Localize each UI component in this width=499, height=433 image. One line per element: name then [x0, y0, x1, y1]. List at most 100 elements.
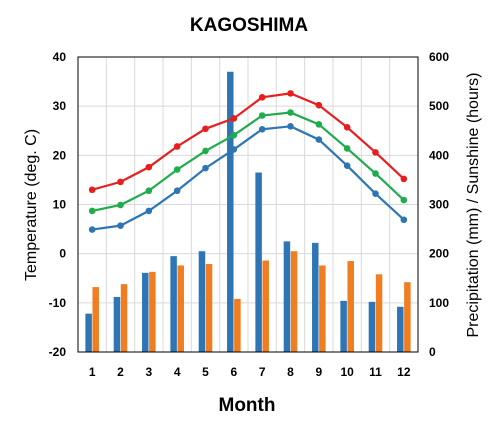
- bar-series-2-month-12: [404, 282, 411, 352]
- line-series-1-point-month-6: [230, 115, 238, 122]
- plot-area-frame: [77, 56, 419, 353]
- left-tick-label: 20: [53, 148, 67, 162]
- left-tick-label: 0: [59, 247, 66, 261]
- line-series-2-point-month-3: [145, 187, 153, 195]
- gridlines: [78, 57, 418, 352]
- line-series-1-point-month-1: [88, 186, 96, 194]
- x-tick-label: 6: [230, 365, 237, 379]
- left-tick-label: -10: [49, 296, 67, 310]
- right-tick-label: 300: [429, 198, 449, 212]
- right-axis-ticks: 0 100 200 300 400 500 600: [429, 50, 449, 359]
- bar-series-2-month-5: [205, 263, 213, 352]
- line-series-1: [91, 92, 405, 191]
- line-series-3-point-month-9: [315, 136, 323, 143]
- line-series-3-point-month-12: [400, 216, 408, 224]
- right-tick-label: 400: [429, 148, 449, 162]
- left-axis-ticks: -20 -10 0 10 20 30 40: [49, 50, 67, 359]
- x-axis-ticks: 1 2 3 4 5 6 7 8 9 10 11 12: [89, 365, 411, 379]
- bar-series-2-month-1: [92, 287, 99, 352]
- line-series-1-point-month-4: [173, 143, 181, 150]
- line-series-2-point-month-12: [400, 196, 408, 204]
- line-series-2-point-month-8: [287, 109, 294, 116]
- line-series-3-point-month-3: [145, 207, 153, 215]
- line-series-2-point-month-2: [117, 201, 124, 209]
- bar-series-1-month-6: [227, 71, 234, 352]
- right-tick-label: 0: [429, 345, 436, 359]
- x-tick-label: 3: [145, 365, 152, 379]
- right-tick-label: 500: [429, 99, 449, 113]
- line-series-1-point-month-11: [372, 149, 379, 156]
- bar-series-1-month-1: [85, 313, 92, 352]
- right-tick-label: 200: [429, 247, 449, 261]
- y-axis-right-label: Precipitation (mm) / Sunshine (hours): [465, 73, 482, 338]
- x-tick-label: 10: [340, 365, 354, 379]
- line-series-2-point-month-1: [88, 207, 96, 215]
- bar-series-2-month-9: [319, 265, 326, 352]
- bar-series-1-month-10: [340, 300, 347, 352]
- line-series-1-point-month-5: [202, 125, 209, 133]
- bar-series-group: [85, 71, 411, 352]
- y-axis-left-label: Temperature (deg. C): [23, 129, 40, 281]
- line-series-2: [91, 111, 405, 212]
- bar-series-1-month-5: [198, 251, 206, 352]
- line-series-1-point-month-8: [287, 90, 294, 97]
- x-tick-label: 2: [117, 365, 124, 379]
- line-series-3: [92, 125, 405, 231]
- left-tick-label: 30: [53, 99, 67, 113]
- x-tick-label: 9: [315, 365, 322, 379]
- line-series-2-point-month-6: [230, 131, 238, 139]
- line-series-2-point-month-4: [173, 166, 181, 173]
- x-axis-label: Month: [219, 395, 276, 416]
- left-tick-label: -20: [49, 345, 67, 359]
- bar-series-1-month-4: [170, 256, 177, 352]
- line-series-3-point-month-5: [202, 164, 209, 172]
- bar-series-2-month-3: [149, 271, 156, 352]
- line-series-3-point-month-10: [343, 162, 351, 169]
- right-tick-label: 100: [429, 296, 449, 310]
- line-series-group: [88, 90, 408, 233]
- right-tick-label: 600: [429, 50, 449, 64]
- bar-series-1-month-11: [368, 301, 376, 352]
- chart-title: KAGOSHIMA: [190, 15, 309, 36]
- bar-series-2-month-7: [262, 260, 269, 352]
- line-series-1-point-month-7: [258, 94, 266, 101]
- bar-series-2-month-11: [375, 274, 383, 352]
- line-series-1-point-month-12: [400, 175, 408, 183]
- bar-series-2-month-6: [234, 298, 241, 352]
- bar-series-2-month-8: [290, 251, 298, 352]
- left-tick-label: 40: [53, 50, 67, 64]
- bar-series-1-month-7: [255, 172, 262, 352]
- bar-series-2-month-10: [347, 261, 354, 352]
- line-series-2-point-month-5: [202, 147, 209, 155]
- bar-series-2-month-2: [120, 284, 128, 352]
- line-series-3-point-month-2: [117, 222, 124, 229]
- x-tick-label: 8: [287, 365, 294, 379]
- x-tick-label: 1: [89, 365, 96, 379]
- line-series-2-point-month-10: [343, 145, 351, 152]
- line-series-3-point-month-4: [173, 187, 181, 195]
- line-series-2-point-month-7: [258, 112, 266, 119]
- x-tick-label: 5: [202, 365, 209, 379]
- line-series-3-point-month-8: [287, 123, 294, 130]
- line-series-3-point-month-11: [372, 190, 379, 197]
- line-series-3-point-month-7: [258, 125, 266, 133]
- x-tick-label: 4: [174, 365, 181, 379]
- line-series-1-point-month-3: [145, 163, 153, 171]
- line-series-1-point-month-9: [315, 101, 323, 109]
- left-tick-label: 10: [53, 198, 67, 212]
- bar-series-1-month-9: [312, 242, 319, 352]
- line-series-2-point-month-11: [372, 170, 379, 177]
- bar-series-1-month-8: [283, 241, 291, 352]
- bar-series-1-month-2: [113, 296, 121, 352]
- x-tick-label: 11: [369, 365, 382, 379]
- bar-series-2-month-4: [177, 265, 184, 352]
- bar-series-1-month-12: [397, 306, 404, 352]
- line-series-3-point-month-1: [88, 226, 96, 233]
- line-series-1-point-month-10: [343, 124, 351, 131]
- line-series-3-point-month-6: [230, 146, 238, 153]
- line-series-1-point-month-2: [117, 178, 124, 186]
- bar-series-1-month-3: [142, 272, 149, 352]
- x-tick-label: 7: [259, 365, 266, 379]
